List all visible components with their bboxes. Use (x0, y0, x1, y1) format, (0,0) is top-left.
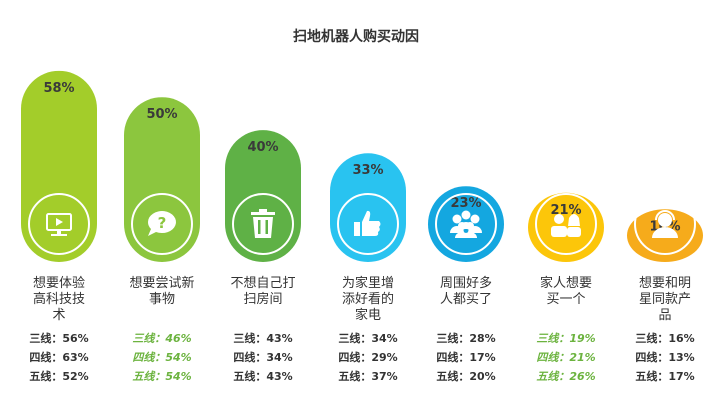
play-triangle (56, 218, 63, 226)
tier-stat: 三线：46% (132, 332, 191, 345)
bar-pill (21, 70, 97, 262)
tier-stat: 三线：28% (436, 331, 495, 345)
person-head-1 (452, 214, 462, 224)
mother-hair (568, 214, 580, 226)
tier-stat: 四线：29% (338, 350, 397, 364)
icon-ring (435, 193, 497, 255)
tier-stat: 四线：13% (635, 350, 694, 364)
category-label-line: 添好看的 (342, 291, 394, 307)
icon-ring (28, 193, 90, 255)
bar-4: 33% (330, 153, 406, 262)
question-mark: ? (158, 214, 167, 232)
category-label-line: 人都买了 (440, 292, 492, 307)
tier-stat: 三线：56% (29, 331, 88, 345)
tier-stat: 三线：16% (635, 331, 694, 345)
tier-stat: 五线：20% (436, 369, 495, 383)
person-head-4 (458, 222, 466, 230)
category-label-line: 事物 (149, 292, 175, 307)
bar-2: 50%? (124, 97, 200, 262)
father-body (551, 226, 567, 237)
person-body (652, 227, 678, 238)
icon-ring (634, 193, 696, 255)
monitor-base (51, 234, 67, 236)
person-head-2 (470, 214, 480, 224)
speech-bubble (147, 211, 176, 236)
thumbs-up-icon (354, 210, 381, 236)
person-icon (652, 210, 678, 238)
tier-stat: 五线：43% (233, 369, 292, 383)
bar-5: 23% (428, 186, 504, 262)
monitor-play-icon (46, 213, 72, 236)
thumb-hand (362, 210, 381, 236)
category-label-line: 高科技技 (33, 291, 85, 307)
trash-can-icon (251, 209, 275, 238)
headset-band (655, 210, 675, 221)
tier-stat: 五线：52% (29, 369, 88, 383)
trash-lid (251, 212, 275, 215)
trash-slot-2 (265, 220, 268, 234)
icon-ring (232, 193, 294, 255)
value-label: 50% (146, 107, 177, 122)
category-label-line: 扫房间 (243, 291, 282, 307)
tier-stat: 三线：19% (536, 332, 595, 345)
category-label-line: 不想自己打 (230, 275, 295, 291)
tier-stat: 四线：34% (233, 350, 292, 364)
category-label-line: 品 (658, 308, 671, 323)
category-label-line: 为家里增 (342, 275, 394, 291)
icon-ring (131, 193, 193, 255)
category-label-line: 周围好多 (440, 275, 492, 291)
tier-stat: 三线：43% (233, 331, 292, 345)
tier-stat: 五线：37% (338, 369, 397, 383)
category-label-line: 想要体验 (33, 275, 85, 291)
tier-stat: 四线：54% (132, 351, 191, 364)
people-group-icon (450, 210, 482, 238)
tier-stat: 五线：54% (132, 370, 191, 383)
icon-ring (337, 193, 399, 255)
father-head (554, 214, 564, 224)
person-head (658, 213, 672, 227)
bar-1: 58% (21, 70, 97, 262)
tier-stat: 五线：26% (536, 370, 595, 383)
icon-ring (535, 193, 597, 255)
tier-stat: 四线：21% (536, 351, 595, 364)
bar-pill (124, 97, 200, 262)
trash-body (253, 217, 273, 238)
category-label-line: 术 (52, 308, 65, 323)
bar-3: 40% (225, 130, 301, 262)
chart-title: 扫地机器人购买动因 (293, 28, 419, 45)
thumb-cuff (354, 222, 360, 236)
value-label: 58% (43, 81, 74, 96)
tier-stat: 四线：17% (436, 350, 495, 364)
category-label-line: 想要和明 (639, 275, 691, 291)
person-head-3 (461, 210, 471, 220)
category-label-line: 家电 (355, 307, 381, 323)
monitor-neck (57, 230, 61, 234)
bar-pill (330, 153, 406, 262)
value-label: 33% (352, 163, 383, 178)
value-label: 23% (450, 196, 481, 211)
category-label-line: 想要尝试新 (129, 275, 194, 291)
person-head-5 (466, 222, 474, 230)
category-label-line: 买一个 (546, 292, 585, 307)
bar-7: 16% (627, 193, 703, 262)
trash-slot-1 (258, 220, 261, 234)
mother-body (567, 227, 581, 237)
family-icon (551, 214, 581, 237)
trash-handle (259, 209, 267, 212)
tier-stat: 四线：63% (29, 350, 88, 364)
bar-pill (225, 130, 301, 262)
tier-stat: 三线：34% (338, 331, 397, 345)
bar-6: 21% (528, 192, 604, 262)
person-body-5 (463, 232, 477, 238)
category-label-line: 星同款产 (639, 292, 691, 307)
question-bubble-icon: ? (147, 211, 176, 236)
tier-stat: 五线：17% (635, 369, 694, 383)
category-label-line: 家人想要 (540, 275, 592, 291)
value-label: 40% (247, 140, 278, 155)
